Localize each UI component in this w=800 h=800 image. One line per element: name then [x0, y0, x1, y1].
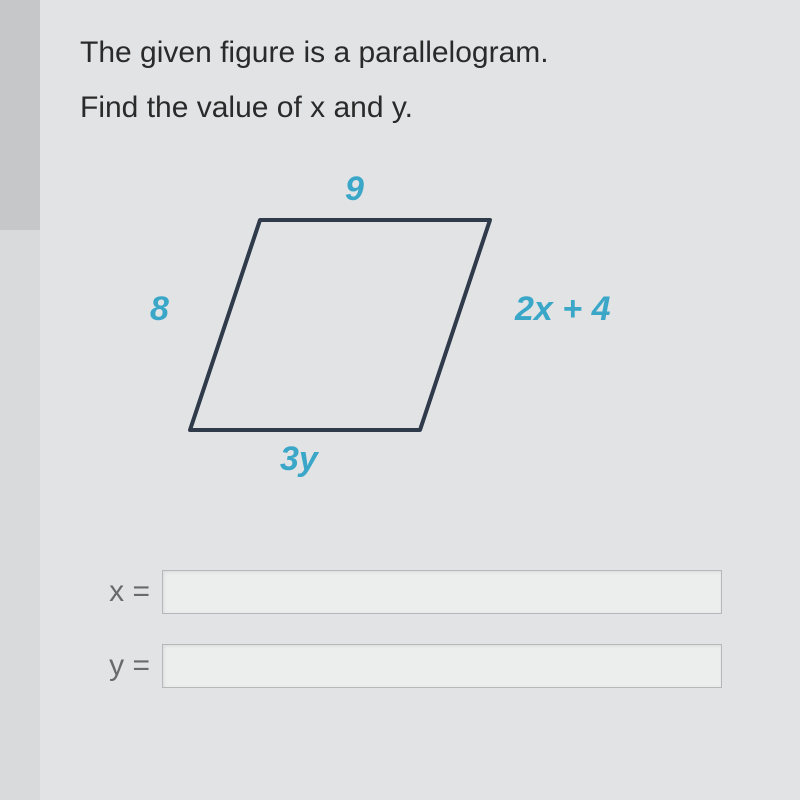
y-input[interactable] [162, 644, 722, 688]
answer-row-x: x = [90, 570, 760, 614]
side-label-left: 8 [150, 290, 169, 329]
answer-area: x = y = [90, 570, 760, 688]
parallelogram-figure: 9 8 2x + 4 3y [90, 170, 690, 500]
side-label-top: 9 [345, 170, 364, 209]
side-label-right: 2x + 4 [515, 290, 610, 329]
x-input[interactable] [162, 570, 722, 614]
parallelogram-svg [90, 170, 690, 500]
answer-row-y: y = [90, 644, 760, 688]
question-content: The given figure is a parallelogram. Fin… [40, 0, 800, 800]
left-sidebar [0, 0, 40, 230]
prompt-line-2: Find the value of x and y. [80, 85, 760, 130]
side-label-bottom: 3y [280, 440, 318, 479]
x-label: x = [90, 575, 150, 609]
prompt-line-1: The given figure is a parallelogram. [80, 30, 760, 75]
y-label: y = [90, 649, 150, 683]
